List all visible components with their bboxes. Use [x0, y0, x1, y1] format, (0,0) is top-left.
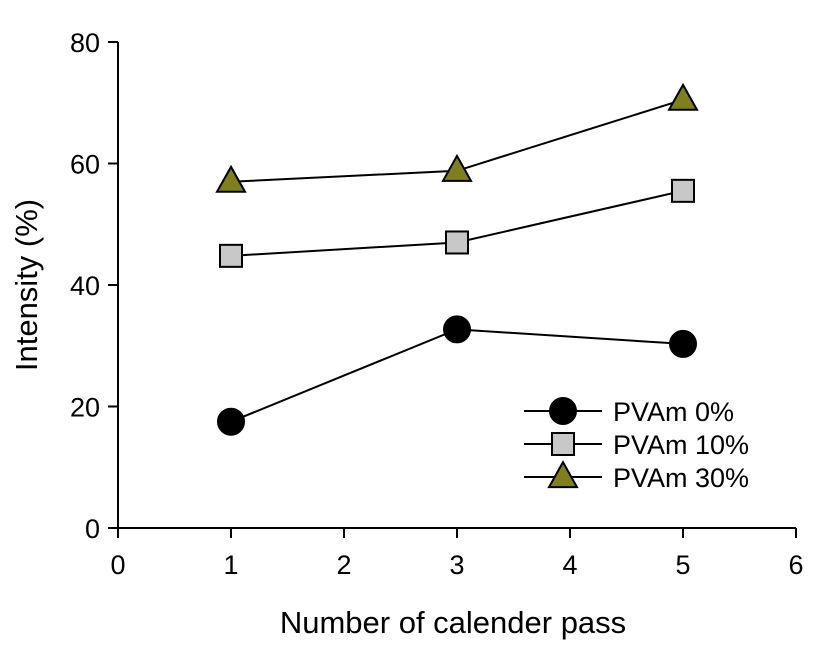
y-axis-title: Intensity (%) [9, 199, 44, 371]
data-point [445, 230, 469, 255]
series-1 [217, 315, 697, 436]
data-point [215, 164, 247, 193]
x-tick-label: 6 [788, 550, 803, 580]
x-tick-label: 2 [336, 550, 351, 580]
x-tick-label: 5 [675, 550, 690, 580]
series-3 [215, 82, 699, 193]
x-tick-label: 1 [223, 550, 238, 580]
legend-marker [547, 460, 579, 489]
x-tick-label: 4 [562, 550, 577, 580]
legend: PVAm 0%PVAm 10%PVAm 30% [524, 397, 749, 493]
legend-label: PVAm 30% [613, 463, 749, 493]
data-point [217, 407, 245, 436]
data-point [667, 82, 699, 111]
data-point [219, 243, 243, 268]
data-point [671, 178, 695, 203]
legend-label: PVAm 0% [613, 397, 734, 427]
y-tick-label: 40 [70, 271, 100, 301]
series-2 [219, 178, 695, 268]
x-tick-label: 3 [449, 550, 464, 580]
data-point [443, 315, 471, 344]
legend-entry: PVAm 0% [524, 397, 734, 427]
y-tick-label: 0 [85, 514, 100, 544]
data-point [441, 153, 473, 182]
series-layer [215, 82, 699, 436]
x-axis-title: Number of calender pass [280, 605, 626, 640]
y-tick-label: 20 [70, 393, 100, 423]
legend-marker [551, 432, 575, 456]
data-point [669, 329, 697, 358]
y-tick-label: 80 [70, 28, 100, 58]
legend-label: PVAm 10% [613, 430, 749, 460]
legend-entry: PVAm 10% [524, 430, 749, 460]
legend-entry: PVAm 30% [524, 460, 749, 493]
x-tick-label: 0 [110, 550, 125, 580]
y-tick-label: 60 [70, 150, 100, 180]
legend-marker [549, 397, 577, 425]
